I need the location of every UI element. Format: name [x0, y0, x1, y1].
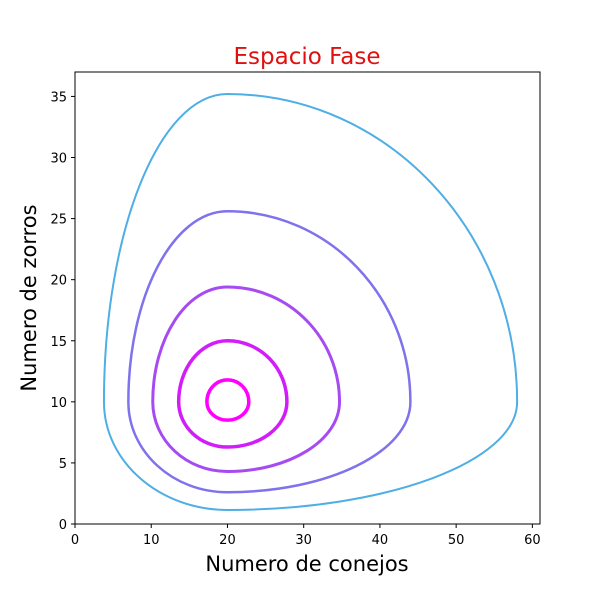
y-tick-label: 15 [50, 335, 67, 350]
chart-title: Espacio Fase [234, 44, 381, 70]
orbit-curve-4 [127, 210, 412, 494]
x-tick-label: 40 [372, 533, 389, 548]
y-tick-label: 5 [59, 457, 67, 472]
x-axis-label: Numero de conejos [205, 552, 408, 576]
y-tick-label: 10 [50, 396, 67, 411]
y-tick-label: 0 [59, 518, 67, 533]
orbit-curves [102, 92, 519, 511]
x-tick-label: 10 [143, 533, 160, 548]
y-axis-ticks: 0 5 10 15 20 25 30 35 [50, 90, 75, 533]
y-tick-label: 30 [50, 152, 67, 167]
y-tick-label: 20 [50, 274, 67, 289]
y-tick-label: 35 [50, 90, 67, 105]
orbit-curve-3 [151, 285, 342, 473]
orbit-curve-5 [102, 92, 519, 511]
y-tick-label: 25 [50, 213, 67, 228]
orbit-curve-2 [176, 339, 289, 449]
x-tick-label: 50 [448, 533, 465, 548]
plot-area-frame [74, 71, 541, 525]
x-tick-label: 0 [71, 533, 79, 548]
x-tick-label: 20 [219, 533, 236, 548]
x-axis-ticks: 0 10 20 30 40 50 60 [71, 524, 541, 548]
x-tick-label: 30 [295, 533, 312, 548]
y-axis-label: Numero de zorros [17, 204, 41, 391]
orbit-curve-1 [205, 378, 251, 422]
x-tick-label: 60 [524, 533, 541, 548]
